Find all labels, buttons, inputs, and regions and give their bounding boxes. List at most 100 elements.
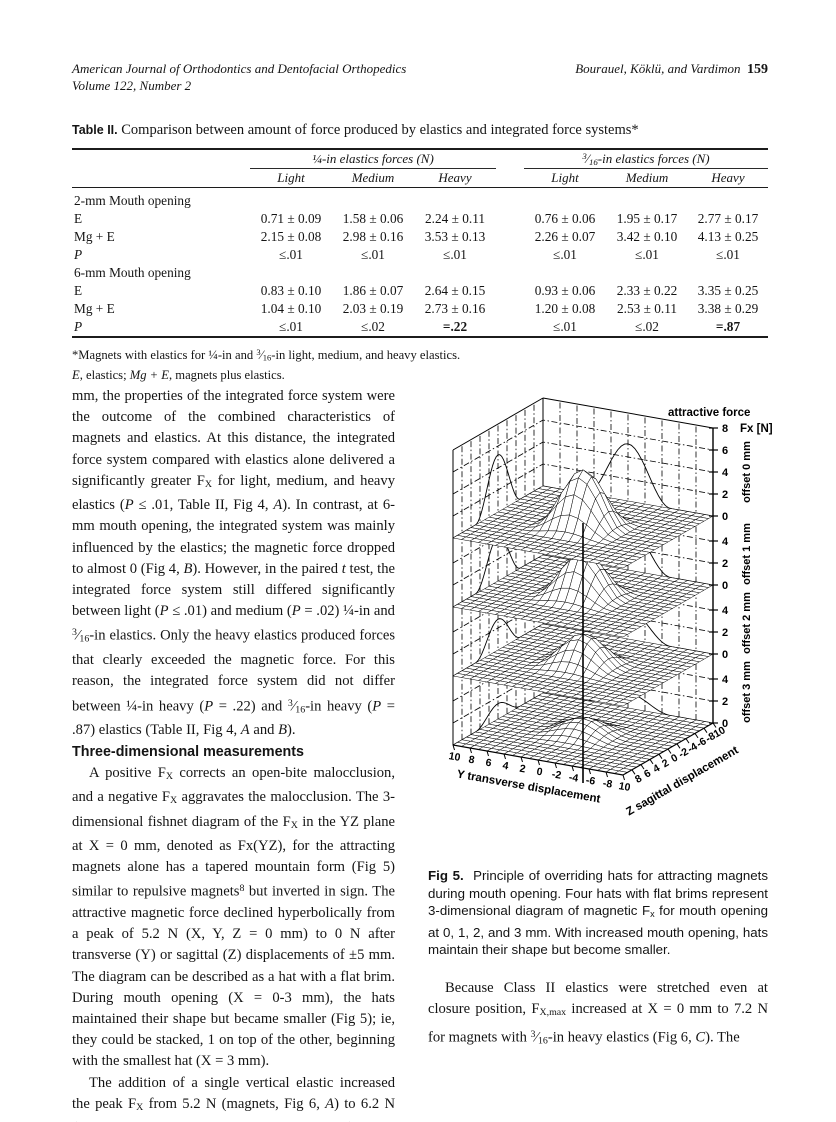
- hat-surface-2: [452, 623, 714, 707]
- table-cell: 3.42 ± 0.10: [616, 229, 678, 244]
- left-column: mm, the properties of the integrated for…: [72, 386, 395, 1122]
- table-cell: ≤.01: [553, 247, 577, 262]
- group-header-three-sixteenth-in: 3⁄16-in elastics forces (N): [524, 149, 768, 169]
- svg-text:10: 10: [711, 724, 727, 740]
- authors-line: Bourauel, Köklü, and Vardimon: [575, 61, 741, 76]
- table-row: 2-mm Mouth opening: [72, 188, 768, 211]
- spacer: [496, 264, 524, 282]
- svg-text:0: 0: [536, 766, 544, 779]
- svg-text:8: 8: [633, 772, 644, 785]
- table-cell: 2.53 ± 0.11: [617, 301, 677, 316]
- table-cell: 0.93 ± 0.06: [534, 283, 596, 298]
- spacer: [496, 188, 524, 211]
- journal-header: American Journal of Orthodontics and Den…: [72, 60, 768, 94]
- table-cell: [688, 188, 768, 211]
- table-row: P ≤.01 ≤.01 ≤.01 ≤.01 ≤.01 ≤.01: [72, 246, 768, 264]
- footnote-abbreviations: E, elastics; Mg + E, magnets plus elasti…: [72, 367, 285, 382]
- table-cell: [332, 188, 414, 211]
- footnote-asterisk: *Magnets with elastics for ¼-in and 3⁄16…: [72, 347, 461, 363]
- col-header: Light: [250, 168, 332, 188]
- attractive-force-annotation: attractive force: [668, 407, 750, 419]
- svg-text:6: 6: [722, 445, 728, 457]
- row-label: P: [74, 319, 83, 334]
- row-label: Mg + E: [74, 229, 115, 244]
- table-cell: 2.03 ± 0.19: [342, 301, 404, 316]
- svg-text:2: 2: [722, 489, 728, 501]
- table-section: Table II. Comparison between amount of f…: [72, 122, 768, 384]
- table-cell: 1.04 ± 0.10: [260, 301, 322, 316]
- figure-label: Fig 5.: [428, 868, 464, 883]
- page-number: 159: [747, 62, 768, 77]
- svg-text:2: 2: [722, 627, 728, 639]
- table-cell: 3.38 ± 0.29: [697, 301, 759, 316]
- table-cell: 2.24 ± 0.11: [425, 211, 485, 226]
- table-cell: ≤.01: [443, 247, 467, 262]
- table-cell: 2.98 ± 0.16: [342, 229, 404, 244]
- table-cell: [606, 188, 688, 211]
- figure-caption: Fig 5. Principle of overriding hats for …: [428, 867, 768, 959]
- journal-name: American Journal of Orthodontics and Den…: [72, 61, 407, 76]
- spacer: [496, 318, 524, 337]
- col-header: Medium: [606, 168, 688, 188]
- table-cell: [524, 188, 606, 211]
- paragraph-3d-measurements: A positive FX corrects an open-bite malo…: [72, 764, 395, 1070]
- svg-text:6: 6: [485, 757, 493, 770]
- table-row: Mg + E 2.15 ± 0.08 2.98 ± 0.16 3.53 ± 0.13 2…: [72, 228, 768, 246]
- right-column: 10 8 6 4 2 0 -2 -4 -6 -8 10 Y transverse displaceme…: [428, 386, 773, 1051]
- table-cell: 3.35 ± 0.25: [697, 283, 759, 298]
- table-cell: [332, 264, 414, 282]
- fx-axis-label: Fx [N]: [740, 423, 773, 435]
- table-cell: [414, 188, 496, 211]
- table-cell: [524, 264, 606, 282]
- row-label: 6-mm Mouth opening: [74, 265, 191, 280]
- table-row: Mg + E 1.04 ± 0.10 2.03 ± 0.19 2.73 ± 0.16 1…: [72, 300, 768, 318]
- table-cell: =.87: [715, 319, 741, 334]
- table-cell: ≤.02: [635, 319, 659, 334]
- svg-text:10: 10: [448, 750, 462, 764]
- table-label: Table II.: [72, 123, 118, 137]
- group-header-quarter-in: ¼-in elastics forces (N): [250, 149, 496, 169]
- table-cell: [606, 264, 688, 282]
- y-axis-title: Y transverse displacement: [456, 769, 602, 806]
- table-cell: 2.15 ± 0.08: [260, 229, 322, 244]
- svg-text:4: 4: [722, 605, 729, 617]
- svg-text:4: 4: [502, 760, 510, 773]
- force-table: ¼-in elastics forces (N) 3⁄16-in elastic…: [72, 148, 768, 338]
- svg-text:-8: -8: [602, 777, 613, 790]
- running-head: Bourauel, Köklü, and Vardimon 159: [575, 60, 768, 78]
- figure-5-plot: 10 8 6 4 2 0 -2 -4 -6 -8 10Y transverse displaceme…: [448, 397, 773, 818]
- svg-text:4: 4: [651, 762, 662, 775]
- figure-caption-text: Principle of overriding hats for attract…: [428, 868, 769, 958]
- svg-text:2: 2: [660, 757, 671, 770]
- table-title: Comparison between amount of force produ…: [121, 122, 639, 138]
- table-cell: 2.33 ± 0.22: [616, 283, 678, 298]
- svg-text:6: 6: [642, 767, 653, 780]
- svg-text:10: 10: [618, 780, 632, 794]
- col-header: Heavy: [688, 168, 768, 188]
- spacer: [496, 246, 524, 264]
- svg-text:-2: -2: [551, 768, 562, 781]
- table-cell: 1.86 ± 0.07: [342, 283, 404, 298]
- table-cell: ≤.02: [361, 319, 385, 334]
- offset-label-2: offset 2 mm: [741, 592, 753, 654]
- offset-label-1: offset 1 mm: [741, 523, 753, 585]
- svg-text:-6: -6: [585, 774, 596, 787]
- row-label: P: [74, 247, 83, 262]
- svg-text:2: 2: [519, 763, 527, 776]
- col-header: Medium: [332, 168, 414, 188]
- table-cell: 0.71 ± 0.09: [260, 211, 322, 226]
- svg-text:0: 0: [669, 752, 680, 765]
- table-row: E 0.83 ± 0.10 1.86 ± 0.07 2.64 ± 0.15 0.93 ±…: [72, 282, 768, 300]
- svg-text:0: 0: [722, 649, 728, 661]
- hat-surface-0: [452, 469, 714, 569]
- row-label: E: [74, 211, 83, 226]
- table-cell: ≤.01: [279, 247, 303, 262]
- table-cell: 2.77 ± 0.17: [697, 211, 759, 226]
- table-cell: ≤.01: [716, 247, 740, 262]
- table-cell: 4.13 ± 0.25: [697, 229, 759, 244]
- spacer: [496, 228, 524, 246]
- table-cell: 1.20 ± 0.08: [534, 301, 596, 316]
- svg-text:4: 4: [722, 674, 729, 686]
- table-cell: [250, 188, 332, 211]
